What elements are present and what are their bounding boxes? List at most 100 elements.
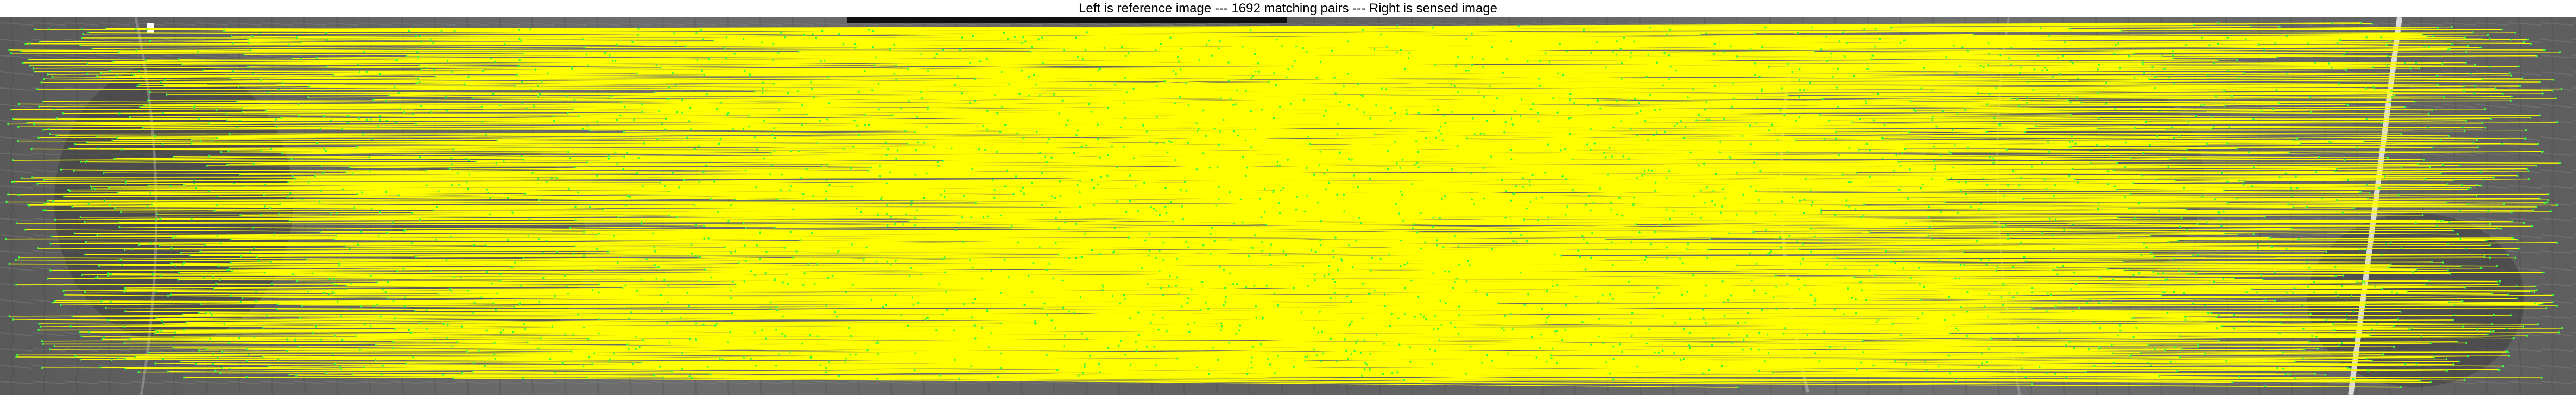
match-point: [2536, 54, 2538, 57]
match-point: [252, 72, 255, 75]
match-point: [1931, 118, 1933, 121]
match-point: [935, 53, 938, 55]
match-point: [451, 163, 453, 166]
match-point: [2202, 103, 2205, 106]
match-point: [1091, 179, 1093, 181]
match-point: [851, 243, 853, 246]
match-point: [1343, 210, 1345, 213]
match-point: [1622, 155, 1624, 158]
match-point: [1729, 45, 1732, 48]
match-point: [7, 193, 9, 196]
match-point: [945, 290, 947, 293]
match-point: [2053, 195, 2055, 197]
match-point: [220, 151, 223, 153]
match-point: [1916, 317, 1919, 320]
match-point: [333, 238, 336, 241]
match-point: [1490, 155, 1492, 158]
match-point: [574, 166, 577, 169]
match-point: [2352, 310, 2355, 313]
match-point: [789, 351, 791, 353]
match-point: [2269, 236, 2271, 239]
match-point: [1137, 210, 1139, 212]
match-point: [493, 353, 496, 356]
match-point: [706, 93, 708, 96]
match-point: [2417, 163, 2419, 165]
match-point: [1736, 214, 1738, 216]
match-point: [1187, 323, 1189, 326]
match-point: [833, 311, 836, 314]
match-point: [1644, 120, 1647, 122]
match-point: [1705, 284, 1707, 287]
match-point: [287, 196, 289, 198]
match-point: [1855, 312, 1857, 315]
match-point: [1242, 156, 1244, 158]
match-point: [2075, 283, 2078, 285]
match-point: [1124, 354, 1126, 356]
match-point: [1713, 53, 1716, 55]
match-point: [202, 69, 204, 72]
match-point: [895, 294, 897, 296]
match-point: [96, 135, 98, 137]
match-point: [1587, 195, 1590, 197]
match-point: [1899, 165, 1902, 167]
match-point: [1523, 304, 1526, 306]
match-point: [2530, 42, 2532, 45]
match-point: [1552, 97, 1554, 99]
match-point: [1336, 360, 1338, 363]
match-point: [2012, 296, 2015, 298]
match-point: [2385, 43, 2388, 46]
match-point: [1486, 293, 1488, 296]
match-point: [2047, 141, 2049, 143]
match-point: [1403, 67, 1406, 70]
match-point: [1750, 185, 1752, 188]
match-point: [51, 76, 53, 78]
match-point: [596, 120, 599, 123]
match-point: [938, 165, 940, 167]
match-point: [864, 124, 866, 127]
match-point: [74, 355, 77, 358]
match-point: [2243, 72, 2246, 74]
match-point: [1414, 315, 1416, 318]
match-point: [1450, 111, 1453, 114]
match-point: [999, 131, 1002, 133]
match-point: [1245, 286, 1248, 289]
match-point: [199, 250, 201, 253]
match-point: [1129, 317, 1131, 319]
match-point: [754, 136, 756, 139]
match-point: [1799, 89, 1801, 91]
match-point: [1537, 78, 1540, 80]
match-point: [2147, 344, 2150, 346]
match-point: [1322, 352, 1325, 355]
match-point: [1712, 190, 1715, 192]
match-point: [1344, 338, 1346, 341]
match-point: [908, 100, 910, 102]
match-point: [521, 80, 523, 83]
match-point: [1492, 110, 1495, 112]
match-point: [1128, 236, 1130, 239]
match-point: [1270, 243, 1273, 246]
match-point: [38, 105, 40, 108]
match-point: [1586, 242, 1588, 244]
match-point: [2099, 327, 2102, 329]
match-point: [1755, 190, 1757, 192]
match-point: [703, 225, 705, 228]
match-point: [1211, 54, 1213, 57]
match-point: [167, 294, 169, 297]
match-point: [1564, 329, 1567, 331]
match-point: [700, 29, 702, 32]
match-point: [1655, 131, 1658, 134]
match-point: [2383, 175, 2386, 178]
match-point: [418, 81, 421, 83]
match-point: [688, 120, 691, 122]
match-point: [2176, 239, 2179, 242]
match-point: [1504, 315, 1507, 317]
match-point: [2501, 28, 2503, 31]
match-point: [2295, 175, 2297, 178]
match-point: [2436, 84, 2439, 86]
match-point: [139, 106, 141, 109]
match-point: [1934, 165, 1937, 167]
match-point: [1210, 253, 1212, 255]
match-point: [1860, 361, 1863, 364]
match-point: [2120, 29, 2123, 32]
match-point: [1145, 346, 1148, 348]
